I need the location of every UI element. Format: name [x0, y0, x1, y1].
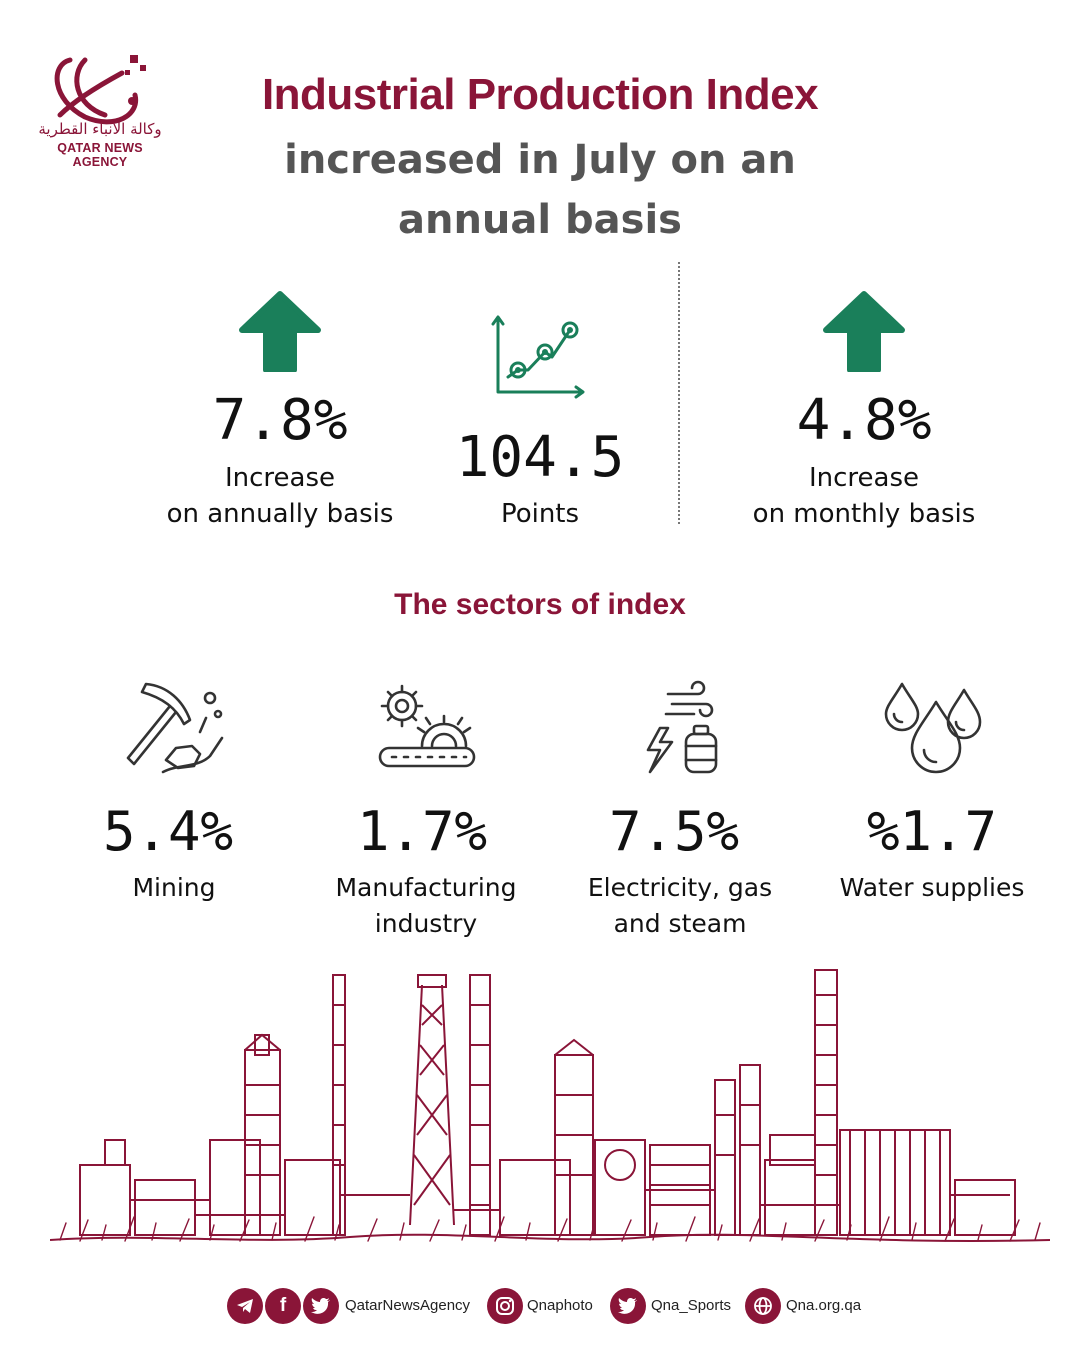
handle-qatarnewsagency[interactable]: QatarNewsAgency: [345, 1297, 471, 1314]
sector-electricity-value: 7.5%: [608, 800, 740, 863]
handle-qna-sports[interactable]: Qna_Sports: [651, 1297, 732, 1314]
sector-manufacturing-label-line-1: Manufacturing: [335, 873, 517, 902]
logo-arabic-name: وكالة الأنباء القطرية: [38, 120, 162, 138]
annual-label: Increase on annually basis: [130, 460, 430, 532]
sector-mining-value: 5.4%: [102, 800, 234, 863]
headline-subtitle: increased in July on an annual basis: [200, 130, 880, 250]
gears-conveyor-icon: [378, 684, 476, 768]
facebook-icon[interactable]: f: [265, 1288, 301, 1324]
annual-label-line-1: Increase: [224, 463, 336, 493]
energy-icon: [646, 680, 718, 774]
sector-mining-label: Mining: [54, 870, 294, 906]
sector-water-value: %1.7: [866, 800, 998, 863]
globe-icon[interactable]: [745, 1288, 781, 1324]
pickaxe-icon: [126, 682, 224, 774]
monthly-value: 4.8%: [796, 388, 932, 453]
refinery-illustration: [50, 969, 1050, 1242]
water-drops-icon: [884, 682, 982, 774]
telegram-icon[interactable]: [227, 1288, 263, 1324]
up-arrow-icon: [239, 291, 321, 372]
annual-value: 7.8%: [212, 388, 348, 453]
subtitle-line-1: increased in July on an: [284, 137, 796, 183]
monthly-label-line-1: Increase: [808, 463, 920, 493]
sector-water-label-line-1: Water supplies: [839, 873, 1025, 902]
sector-mining-label-line-1: Mining: [132, 873, 216, 902]
up-arrow-icon-monthly: [823, 291, 905, 372]
logo-english-name: QATAR NEWS AGENCY: [57, 141, 143, 169]
sector-electricity-label-line-1: Electricity, gas: [587, 873, 773, 902]
instagram-icon[interactable]: [487, 1288, 523, 1324]
monthly-label: Increase on monthly basis: [714, 460, 1014, 532]
annual-label-line-2: on annually basis: [166, 499, 394, 529]
sector-electricity-label: Electricity, gas and steam: [560, 870, 800, 942]
sectors-title: The sectors of index: [394, 588, 686, 621]
growth-chart-icon: [491, 315, 585, 399]
points-value: 104.5: [455, 425, 625, 490]
qna-logo: [54, 55, 146, 125]
handle-qnaphoto[interactable]: Qnaphoto: [527, 1297, 593, 1314]
twitter-icon[interactable]: [303, 1288, 339, 1324]
points-label: Points: [500, 499, 580, 529]
divider: [678, 262, 680, 524]
sector-manufacturing-value: 1.7%: [356, 800, 488, 863]
twitter-icon-sports[interactable]: [610, 1288, 646, 1324]
sector-electricity-label-line-2: and steam: [613, 909, 747, 938]
monthly-label-line-2: on monthly basis: [752, 499, 976, 529]
footer-social-bar: f QatarNewsAgency Qnaphoto Qna_Sports Qn…: [0, 1288, 1080, 1328]
subtitle-line-2: annual basis: [397, 197, 682, 243]
sector-manufacturing-label-line-2: industry: [374, 909, 478, 938]
sector-water-label: Water supplies: [812, 870, 1052, 906]
sector-manufacturing-label: Manufacturing industry: [306, 870, 546, 942]
headline-title: Industrial Production Index: [261, 70, 819, 119]
website-link[interactable]: Qna.org.qa: [786, 1297, 862, 1314]
